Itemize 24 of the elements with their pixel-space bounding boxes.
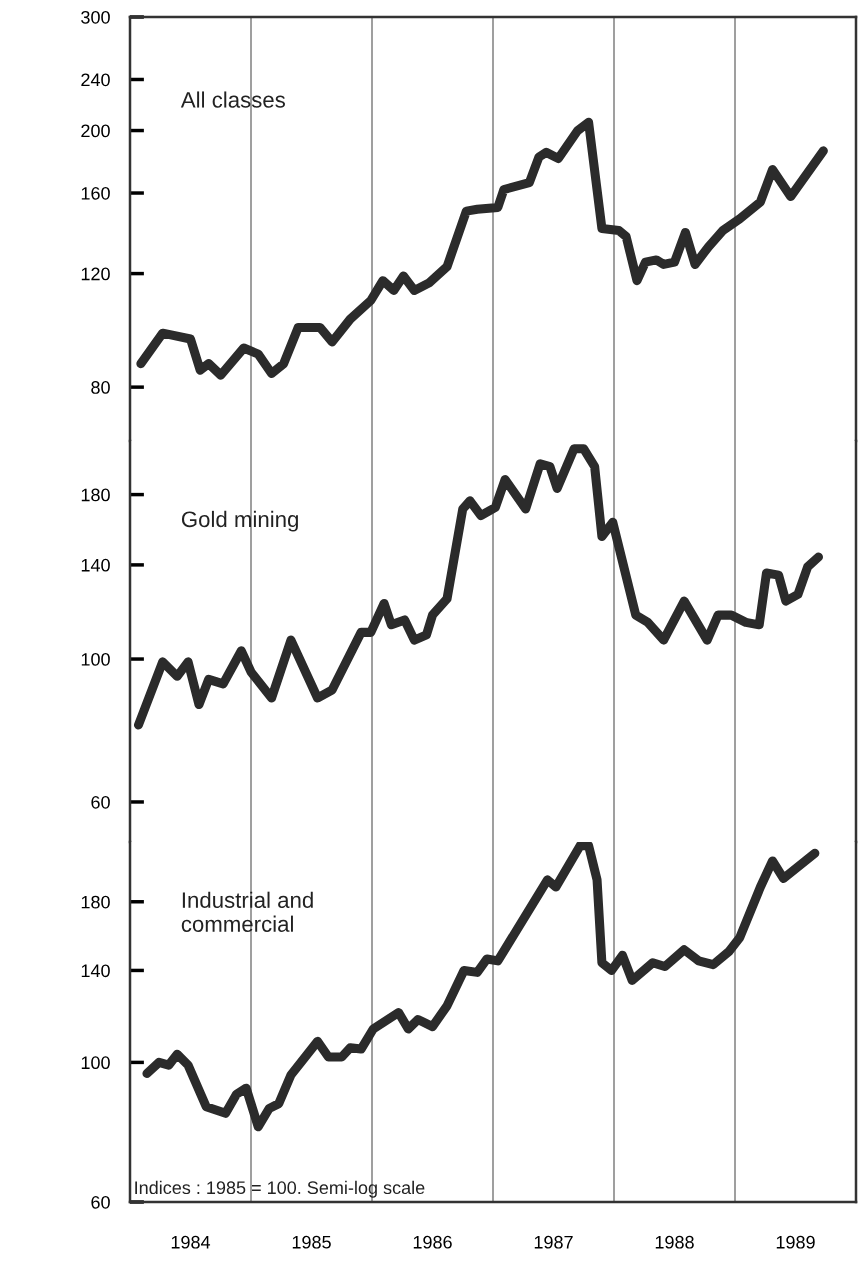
y-tick-label: 120 bbox=[81, 267, 110, 281]
text: Industrial and commercial bbox=[181, 891, 313, 932]
y-tick-label: 140 bbox=[81, 964, 110, 978]
y-tick-label: 200 bbox=[81, 124, 110, 138]
x-tick-label: 1989 bbox=[776, 1235, 815, 1249]
x-tick-label: 1985 bbox=[292, 1235, 331, 1249]
y-tick-label: 100 bbox=[81, 652, 110, 666]
y-tick-label: 60 bbox=[91, 1195, 110, 1209]
y-tick-label: 140 bbox=[81, 558, 110, 572]
y-tick-label: 60 bbox=[91, 795, 110, 809]
x-tick-label: 1987 bbox=[534, 1235, 573, 1249]
text: Gold mining bbox=[181, 510, 298, 532]
y-tick-label: 80 bbox=[91, 381, 110, 394]
y-tick-label: 160 bbox=[81, 186, 110, 200]
y-tick-label: 180 bbox=[81, 895, 110, 909]
y-tick-label: 300 bbox=[81, 10, 110, 24]
y-tick-label: 240 bbox=[81, 73, 110, 87]
y-tick-label: 100 bbox=[81, 1056, 110, 1070]
x-tick-label: 1986 bbox=[413, 1235, 452, 1249]
x-tick-label: 1988 bbox=[655, 1235, 694, 1249]
annotation: Indices : 1985 = 100. Semi-log scale bbox=[135, 1180, 425, 1198]
text: All classes bbox=[180, 91, 285, 108]
y-tick-label: 180 bbox=[81, 488, 110, 502]
x-tick-label: 1984 bbox=[171, 1235, 211, 1249]
